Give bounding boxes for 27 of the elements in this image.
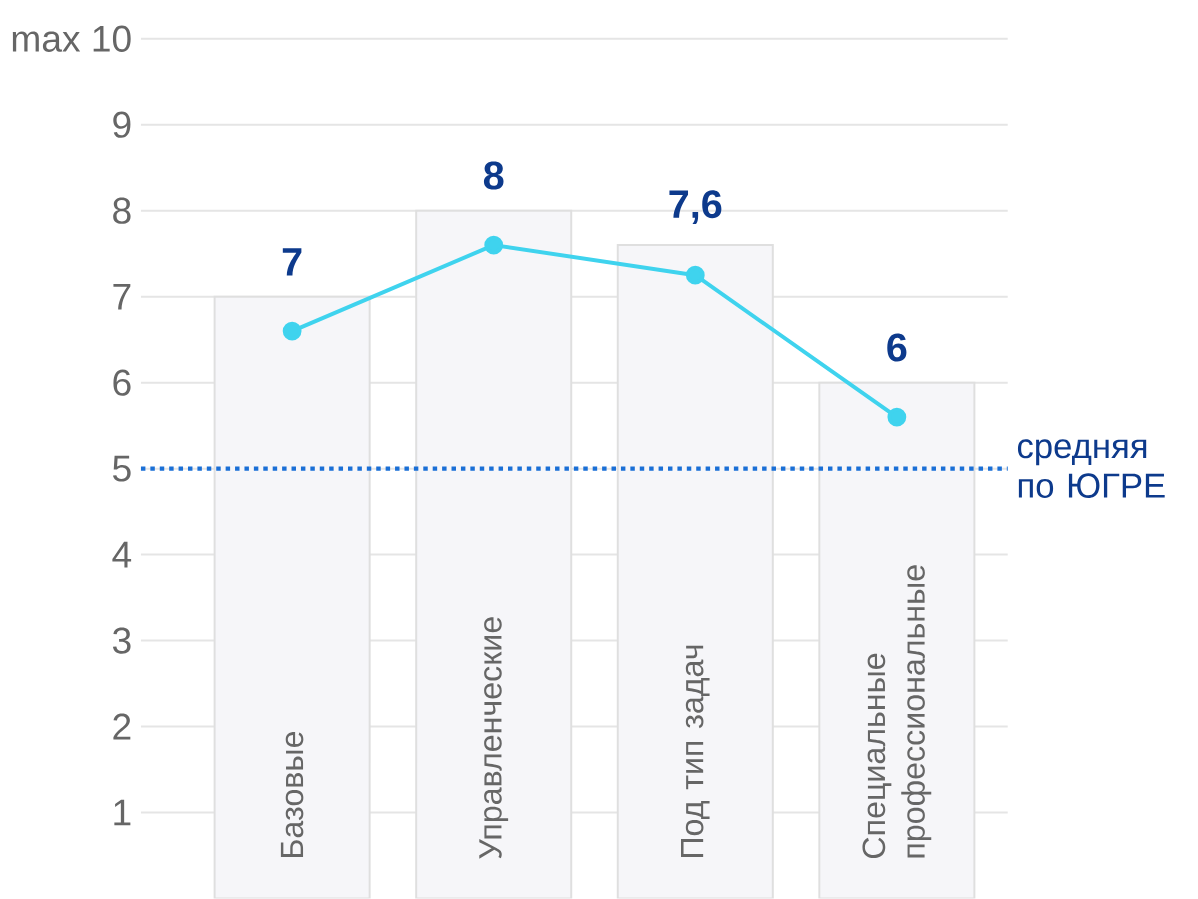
bar bbox=[416, 210, 572, 899]
bar bbox=[214, 296, 370, 899]
y-tick-label: 3 bbox=[112, 627, 131, 654]
x-tick-label: Базовые bbox=[280, 732, 304, 858]
ref-line-label: средняя по ЮГРЕ bbox=[1017, 439, 1165, 499]
x-tick-label: Управленческие bbox=[479, 617, 509, 860]
point bbox=[685, 266, 705, 285]
data-label: 7 bbox=[282, 248, 302, 276]
y-tick-label: 8 bbox=[113, 197, 131, 225]
y-tick-label: 1 bbox=[114, 800, 131, 826]
x-tick-label: Под тип задач bbox=[681, 645, 710, 858]
point bbox=[282, 321, 302, 341]
y-tick-label: 2 bbox=[113, 713, 131, 740]
data-label: 8 bbox=[483, 161, 504, 190]
y-tick-label: 7 bbox=[113, 284, 131, 310]
bar bbox=[617, 245, 773, 899]
x-tick-label: Специальные профессиональные bbox=[862, 565, 932, 859]
y-tick-label: max 10 bbox=[12, 25, 131, 53]
y-tick-label: 4 bbox=[112, 542, 132, 568]
data-label: 6 bbox=[887, 333, 907, 362]
y-tick-label: 5 bbox=[113, 455, 131, 482]
y-tick-label: 6 bbox=[113, 369, 131, 397]
bar bbox=[818, 381, 976, 899]
y-tick-label: 9 bbox=[113, 111, 131, 139]
point bbox=[887, 407, 907, 427]
point bbox=[484, 235, 504, 255]
data-label: 7,6 bbox=[669, 190, 722, 225]
